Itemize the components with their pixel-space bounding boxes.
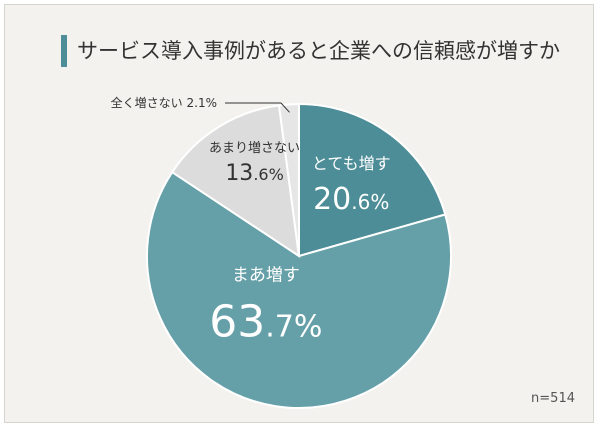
pie-label-name-amari-masanai: あまり増さない bbox=[209, 141, 300, 156]
pie-label-mattaku-masanai: 全く増さない 2.1% bbox=[111, 95, 217, 110]
pie-slice-totemo-masu bbox=[298, 102, 447, 258]
pie-slice-amari-masanai bbox=[170, 104, 301, 259]
pie-slices bbox=[146, 102, 452, 409]
pie-slice-maa-masu bbox=[146, 170, 452, 409]
chart-title: サービス導入事例があると企業への信頼感が増すか bbox=[77, 39, 560, 63]
pie-slice-mattaku-masanai bbox=[277, 102, 300, 257]
pie-label-value-totemo-masu: 20.6% bbox=[313, 182, 389, 217]
pie-label-name-totemo-masu: とても増す bbox=[312, 154, 391, 173]
sample-size-note: n=514 bbox=[531, 391, 575, 406]
pie-label-value-amari-masanai: 13.6% bbox=[225, 161, 283, 186]
pie-label-name-maa-masu: まあ増す bbox=[232, 266, 300, 286]
leader-line-mattaku-masanai bbox=[225, 102, 290, 113]
pie-labels: とても増す 20.6% まあ増す 63.7% あまり増さない 13.6% 全く増さない 2.… bbox=[111, 95, 391, 348]
pie-label-value-maa-masu: 63.7% bbox=[209, 297, 322, 348]
title-accent-bar bbox=[61, 35, 67, 67]
